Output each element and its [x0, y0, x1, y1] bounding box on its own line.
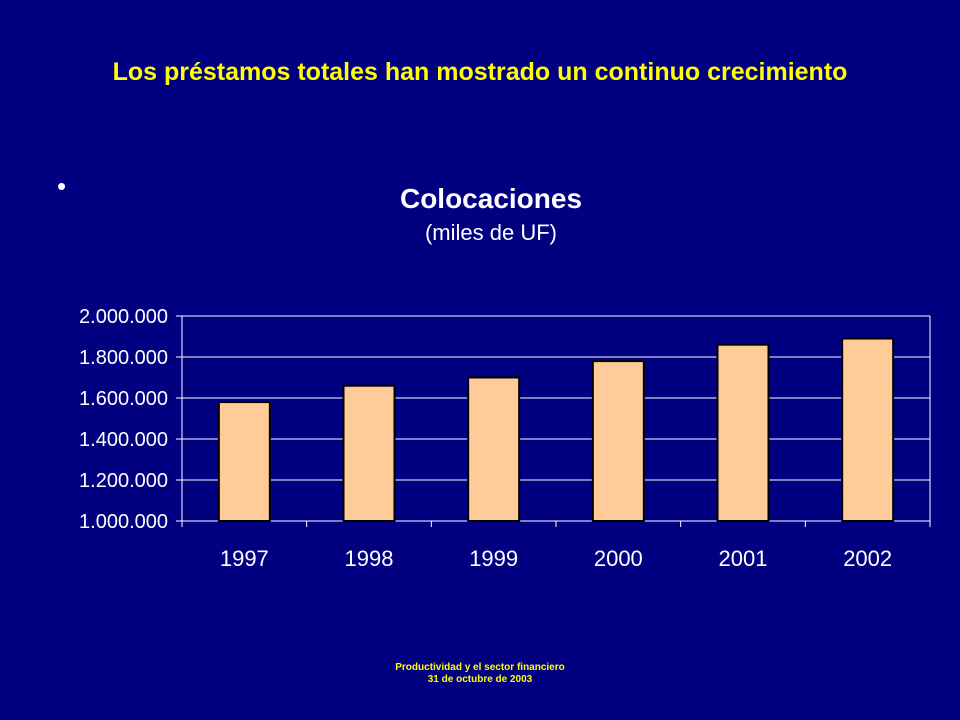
- y-tick-label: 1.600.000: [79, 388, 168, 410]
- y-tick-label: 2.000.000: [79, 306, 168, 328]
- tick-labels: 1.000.000 1.200.000 1.400.000 1.600.000 1.80…: [79, 306, 892, 571]
- axes: [176, 315, 931, 527]
- bullet-marker: •: [57, 171, 67, 201]
- bar-2002: [841, 337, 895, 522]
- x-tick-label: 1999: [469, 546, 518, 571]
- chart-title: Colocaciones: [400, 183, 582, 214]
- y-tick-label: 1.400.000: [79, 429, 168, 451]
- slide-title: Los préstamos totales han mostrado un co…: [112, 58, 848, 86]
- bars: [217, 337, 895, 523]
- x-tick-label: 2000: [594, 546, 643, 571]
- chart-subtitle: (miles de UF): [425, 220, 557, 245]
- y-tick-label: 1.000.000: [79, 511, 168, 533]
- footer: Productividad y el sector financiero 31 …: [280, 662, 680, 686]
- bar-1999: [467, 376, 521, 522]
- x-tick-label: 2001: [719, 546, 768, 571]
- footer-line-2: 31 de octubre de 2003: [427, 674, 533, 685]
- bar-2001: [716, 343, 770, 523]
- x-tick-label: 2002: [843, 546, 892, 571]
- y-tick-label: 1.200.000: [79, 470, 168, 492]
- footer-line-1: Productividad y el sector financiero: [395, 662, 565, 673]
- x-tick-label: 1998: [345, 546, 394, 571]
- x-tick-label: 1997: [220, 546, 269, 571]
- bar-1997: [217, 401, 271, 523]
- y-tick-label: 1.800.000: [79, 347, 168, 369]
- gridlines: [182, 315, 930, 522]
- bar-2000: [591, 360, 645, 522]
- bar-1998: [342, 384, 396, 523]
